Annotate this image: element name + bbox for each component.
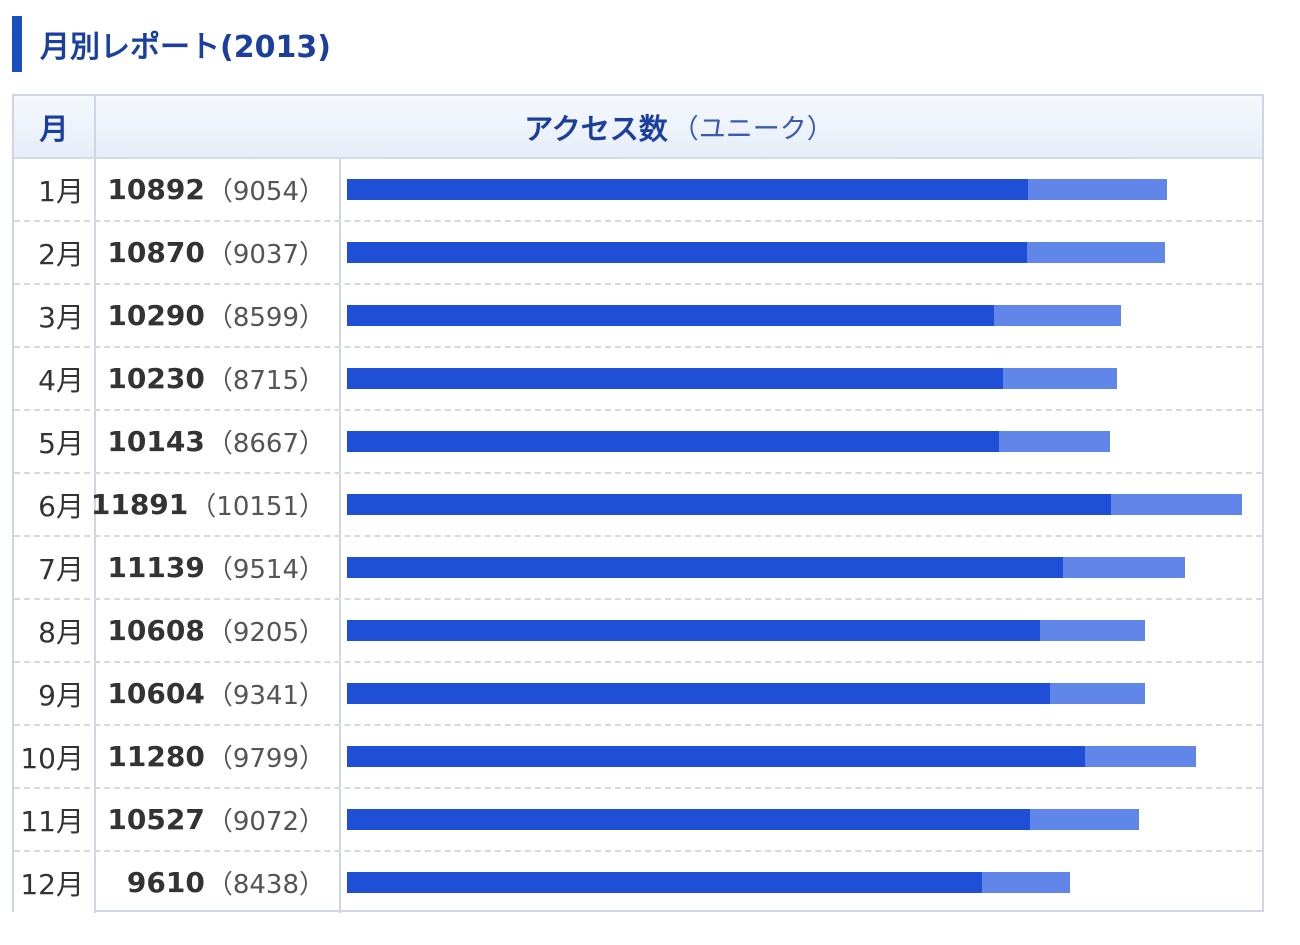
access-total-value: 10604 xyxy=(107,677,205,710)
header-access-label: アクセス数 xyxy=(524,111,668,146)
table-body: 1月 10892 （9054） 2月 10870 （9037） 3月 10290 （8599） 4… xyxy=(14,159,1262,915)
access-values: 10290 （8599） xyxy=(96,285,341,346)
table-row: 6月 11891 （10151） xyxy=(14,474,1262,537)
access-unique-value: （9341） xyxy=(206,681,325,711)
table-row: 10月 11280 （9799） xyxy=(14,726,1262,789)
month-label: 6月 xyxy=(14,474,96,535)
access-total-value: 11280 xyxy=(107,740,205,773)
bar-unique-access xyxy=(347,494,1112,515)
access-total-value: 10230 xyxy=(107,362,205,395)
access-unique-value: （9037） xyxy=(206,240,325,270)
table-row: 2月 10870 （9037） xyxy=(14,222,1262,285)
bar-cell xyxy=(341,789,1262,850)
table-row: 5月 10143 （8667） xyxy=(14,411,1262,474)
bar-unique-access xyxy=(347,305,995,326)
month-label: 3月 xyxy=(14,285,96,346)
access-total-value: 11891 xyxy=(90,488,189,521)
bar-cell xyxy=(341,222,1262,283)
access-total-value: 10870 xyxy=(107,236,205,269)
bar-cell xyxy=(341,600,1262,661)
monthly-report-table: 月 アクセス数 （ユニーク） 1月 10892 （9054） 2月 10870 （9037… xyxy=(12,94,1264,915)
access-unique-value: （9799） xyxy=(206,744,325,774)
access-unique-value: （9072） xyxy=(206,807,325,837)
table-row: 12月 9610 （8438） xyxy=(14,852,1262,915)
access-values: 10870 （9037） xyxy=(96,222,341,283)
table-row: 1月 10892 （9054） xyxy=(14,159,1262,222)
access-unique-value: （8599） xyxy=(206,303,325,333)
bar-cell xyxy=(341,663,1262,724)
month-label: 8月 xyxy=(14,600,96,661)
bar-cell xyxy=(341,474,1262,535)
bar-unique-access xyxy=(347,872,983,893)
title-accent-bar xyxy=(12,16,22,72)
bar-unique-access xyxy=(347,431,1000,452)
access-unique-value: （9054） xyxy=(206,177,325,207)
bar-unique-access xyxy=(347,620,1040,641)
access-values: 11139 （9514） xyxy=(96,537,341,598)
access-total-value: 11139 xyxy=(107,551,205,584)
table-header: 月 アクセス数 （ユニーク） xyxy=(14,96,1262,159)
access-values: 10527 （9072） xyxy=(96,789,341,850)
bar-cell xyxy=(341,348,1262,409)
bar-cell xyxy=(341,159,1262,220)
bar-cell xyxy=(341,411,1262,472)
access-values: 10604 （9341） xyxy=(96,663,341,724)
bar-cell xyxy=(341,285,1262,346)
access-unique-value: （8715） xyxy=(206,366,325,396)
access-total-value: 10892 xyxy=(107,173,205,206)
bar-unique-access xyxy=(347,179,1029,200)
month-label: 12月 xyxy=(14,852,96,913)
access-total-value: 10527 xyxy=(107,803,205,836)
access-unique-value: （8438） xyxy=(206,870,325,900)
access-values: 11280 （9799） xyxy=(96,726,341,787)
bar-unique-access xyxy=(347,809,1030,830)
table-row: 7月 11139 （9514） xyxy=(14,537,1262,600)
table-row: 8月 10608 （9205） xyxy=(14,600,1262,663)
page-title: 月別レポート(2013) xyxy=(40,30,331,65)
access-total-value: 10290 xyxy=(107,299,205,332)
bar-unique-access xyxy=(347,242,1028,263)
bar-cell xyxy=(341,726,1262,787)
month-label: 11月 xyxy=(14,789,96,850)
access-unique-value: （8667） xyxy=(206,429,325,459)
access-values: 10608 （9205） xyxy=(96,600,341,661)
month-label: 2月 xyxy=(14,222,96,283)
access-values: 10892 （9054） xyxy=(96,159,341,220)
access-values: 9610 （8438） xyxy=(96,852,341,913)
bar-unique-access xyxy=(347,557,1064,578)
access-total-value: 10608 xyxy=(107,614,205,647)
bar-cell xyxy=(341,537,1262,598)
header-month: 月 xyxy=(14,96,96,157)
access-unique-value: （9205） xyxy=(206,618,325,648)
access-unique-value: （9514） xyxy=(206,555,325,585)
header-access: アクセス数 （ユニーク） xyxy=(96,96,1262,157)
month-label: 5月 xyxy=(14,411,96,472)
access-values: 10143 （8667） xyxy=(96,411,341,472)
access-values: 11891 （10151） xyxy=(91,474,341,535)
month-label: 7月 xyxy=(14,537,96,598)
month-label: 1月 xyxy=(14,159,96,220)
report-title-area: 月別レポート(2013) xyxy=(12,16,331,72)
access-total-value: 10143 xyxy=(107,425,205,458)
access-unique-value: （10151） xyxy=(190,492,325,522)
table-row: 11月 10527 （9072） xyxy=(14,789,1262,852)
month-label: 4月 xyxy=(14,348,96,409)
bar-unique-access xyxy=(347,683,1051,704)
month-label: 10月 xyxy=(14,726,96,787)
access-total-value: 9610 xyxy=(126,866,205,899)
month-label: 9月 xyxy=(14,663,96,724)
access-values: 10230 （8715） xyxy=(96,348,341,409)
table-row: 4月 10230 （8715） xyxy=(14,348,1262,411)
bar-cell xyxy=(341,852,1262,913)
header-unique-label: （ユニーク） xyxy=(671,114,834,145)
bar-unique-access xyxy=(347,368,1003,389)
table-row: 3月 10290 （8599） xyxy=(14,285,1262,348)
bar-unique-access xyxy=(347,746,1085,767)
table-row: 9月 10604 （9341） xyxy=(14,663,1262,726)
